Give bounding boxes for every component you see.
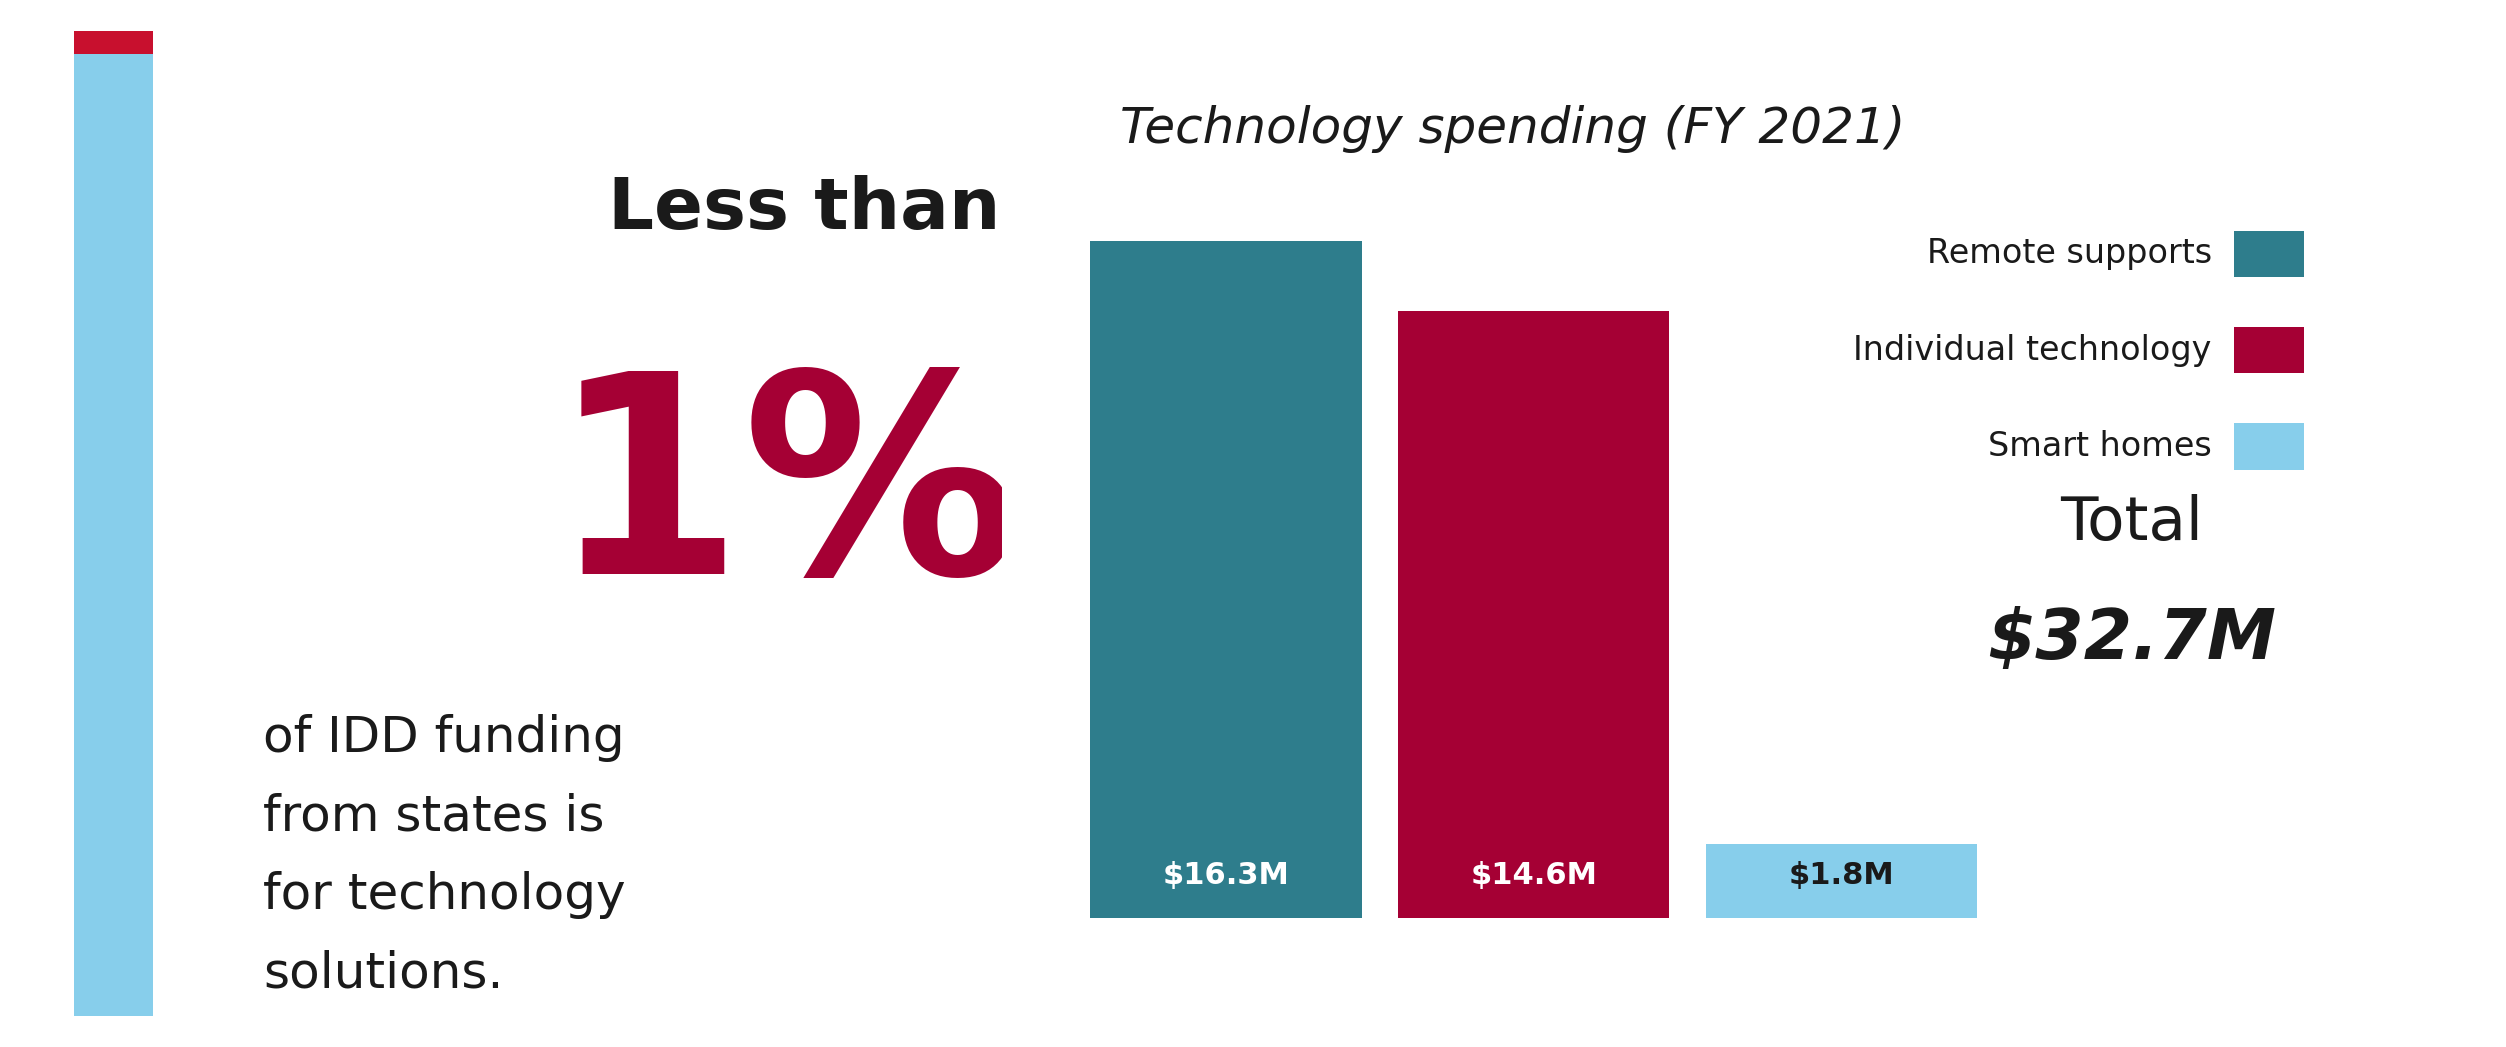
Text: $14.6M: $14.6M — [1471, 861, 1596, 890]
Text: $1.8M: $1.8M — [1789, 861, 1895, 890]
FancyBboxPatch shape — [1090, 241, 1361, 918]
Text: Individual technology: Individual technology — [1854, 334, 2213, 366]
Text: solutions.: solutions. — [263, 950, 504, 998]
FancyBboxPatch shape — [1398, 311, 1669, 918]
Text: $16.3M: $16.3M — [1163, 861, 1291, 890]
Text: Less than: Less than — [606, 175, 1000, 244]
Text: for technology: for technology — [263, 871, 626, 919]
FancyBboxPatch shape — [73, 31, 153, 1016]
FancyBboxPatch shape — [972, 23, 2498, 1024]
Text: 1%: 1% — [549, 362, 1020, 632]
FancyBboxPatch shape — [2233, 423, 2303, 469]
Text: Technology spending (FY 2021): Technology spending (FY 2021) — [1120, 105, 1905, 153]
FancyBboxPatch shape — [2233, 327, 2303, 373]
Text: of IDD funding: of IDD funding — [263, 714, 624, 762]
FancyBboxPatch shape — [2233, 230, 2303, 276]
Text: from states is: from states is — [263, 793, 604, 841]
Text: Remote supports: Remote supports — [1927, 238, 2213, 270]
Text: $32.7M: $32.7M — [1987, 605, 2275, 672]
FancyBboxPatch shape — [1707, 844, 1977, 918]
FancyBboxPatch shape — [73, 31, 153, 54]
Text: Total: Total — [2060, 494, 2203, 553]
Text: Smart homes: Smart homes — [1987, 430, 2213, 463]
